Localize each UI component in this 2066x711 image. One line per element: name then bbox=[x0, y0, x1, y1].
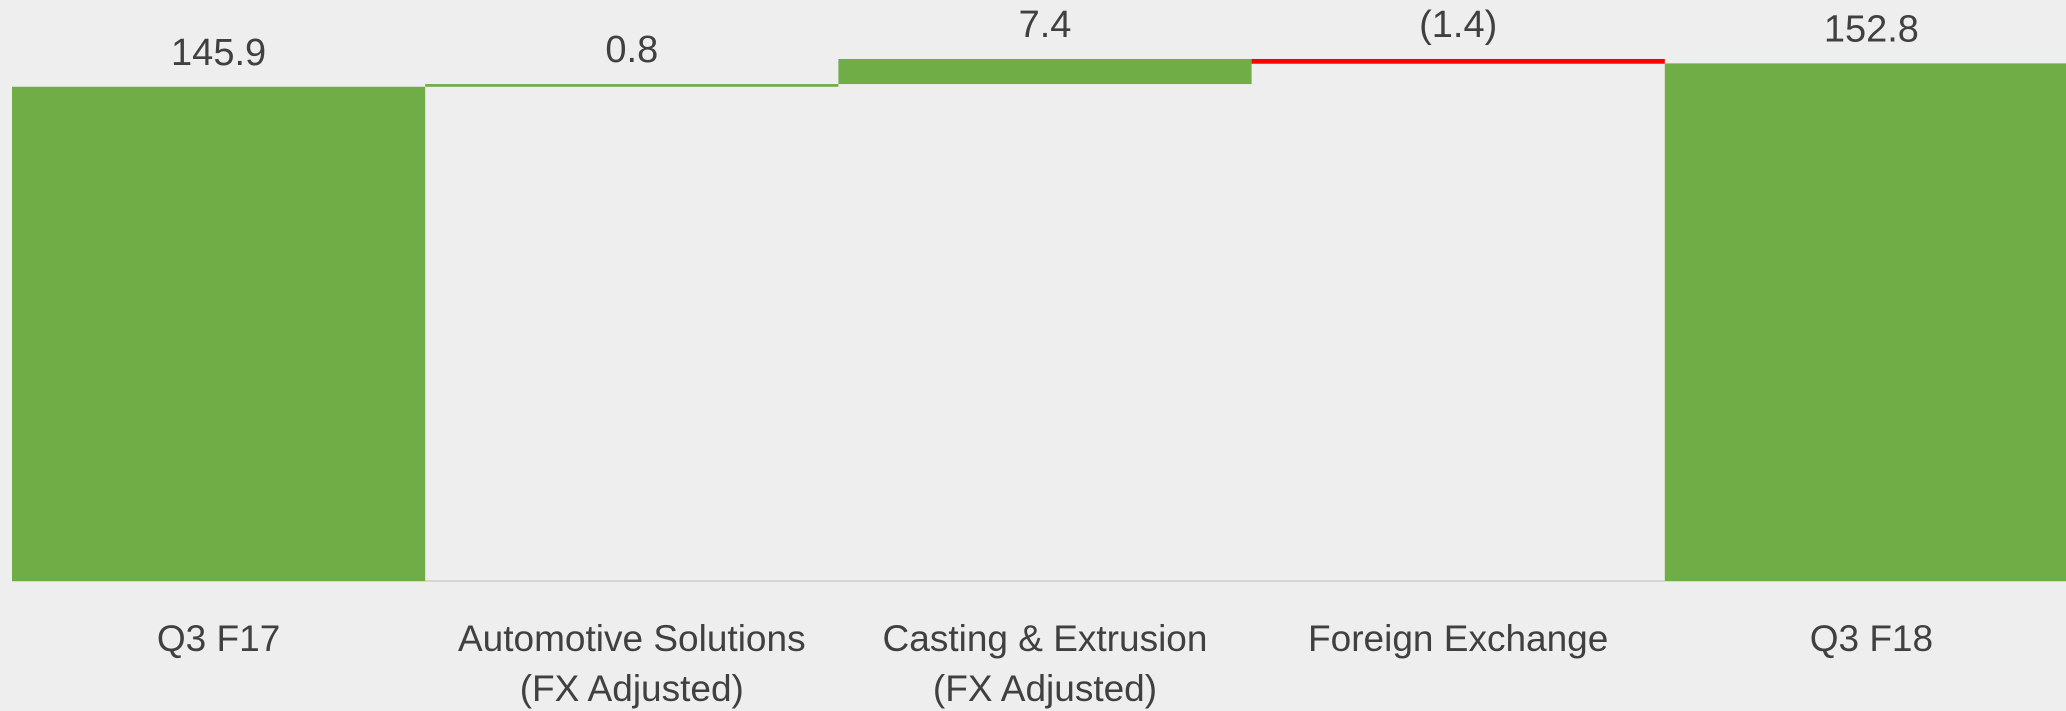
page: 145.90.87.4(1.4)152.8 (() => { const dat… bbox=[0, 0, 2066, 711]
value-label: 0.8 bbox=[605, 29, 658, 71]
category-label: Automotive Solutions (FX Adjusted) bbox=[442, 614, 822, 711]
bar bbox=[425, 84, 838, 87]
category-label: Foreign Exchange bbox=[1268, 614, 1648, 664]
category-label: Q3 F17 bbox=[29, 614, 409, 664]
category-label: Q3 F18 bbox=[1681, 614, 2061, 664]
value-label: 7.4 bbox=[1019, 4, 1072, 46]
bar bbox=[1252, 59, 1665, 64]
category-label: Casting & Extrusion (FX Adjusted) bbox=[855, 614, 1235, 711]
value-label: 145.9 bbox=[171, 32, 266, 74]
chart: 145.9 0.8 7.4 (1.4) 152.8 bbox=[0, 0, 2066, 711]
value-label: (1.4) bbox=[1419, 4, 1497, 46]
bar bbox=[1665, 63, 2066, 581]
bar bbox=[12, 87, 425, 581]
bar bbox=[838, 59, 1251, 84]
value-label: 152.8 bbox=[1824, 8, 1919, 50]
